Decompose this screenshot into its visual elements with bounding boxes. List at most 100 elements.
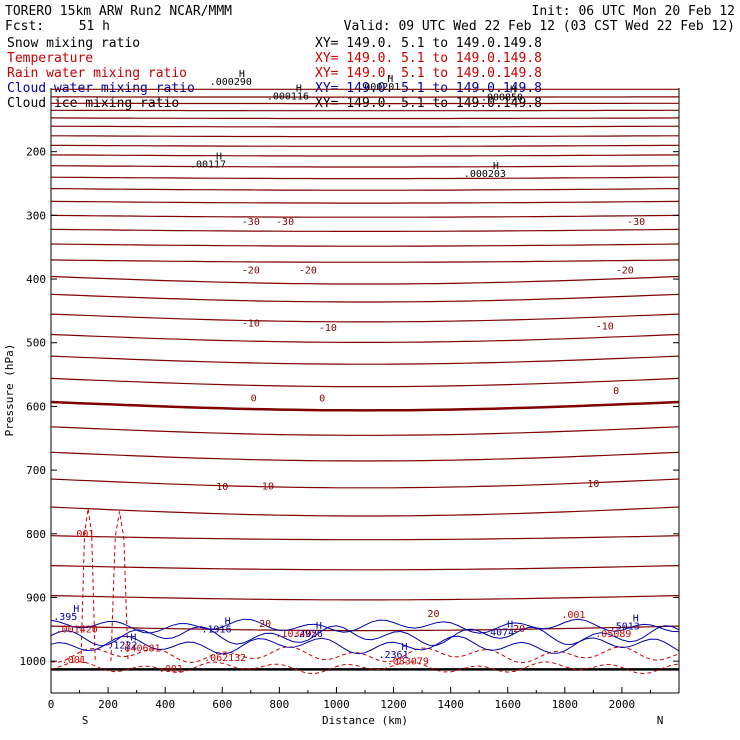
legend-field-name: Snow mixing ratio — [7, 36, 140, 51]
isotherm-label: 0 — [319, 394, 325, 405]
rain-water-label: .001 — [62, 655, 86, 666]
x-tick-label: 1000 — [323, 698, 350, 711]
max-marker: H — [296, 83, 302, 94]
isotherm-label: -30 — [276, 217, 294, 228]
isotherm-line — [50, 535, 680, 541]
isotherm-line — [50, 243, 680, 247]
isotherm-line — [50, 565, 680, 571]
y-tick-label: 200 — [26, 146, 46, 159]
cloud-water-contour — [50, 618, 680, 634]
x-tick-label: 1600 — [494, 698, 521, 711]
isotherm-label: 20 — [427, 609, 439, 620]
isotherm-line — [50, 355, 680, 365]
x-tick-label: 0 — [48, 698, 55, 711]
max-marker: H — [130, 632, 136, 643]
isotherm-label: 10 — [587, 479, 599, 490]
legend-field-xy: XY= 149.0. 5.1 to 149.0.149.8 — [315, 36, 542, 51]
isotherm-line — [51, 135, 679, 138]
max-marker: H — [510, 85, 516, 96]
y-tick-label: 300 — [26, 209, 46, 222]
cloud-water-max-label: .5013 — [610, 621, 640, 632]
run-title: TORERO 15km ARW Run2 NCAR/MMM — [5, 4, 232, 19]
cloud-water-max-label: .1222 — [107, 640, 137, 651]
rain-water-label: .062132 — [204, 653, 246, 664]
cloud-water-max-label: .395 — [53, 612, 77, 623]
x-tick-label: 200 — [98, 698, 118, 711]
legend-field-name: Cloud water mixing ratio — [7, 81, 195, 96]
rain-water-contour — [80, 508, 96, 662]
north-end-label: N — [657, 714, 664, 727]
isotherm-line — [50, 117, 680, 120]
isotherm-line — [50, 478, 680, 489]
cloud-ice-max-label: .000201 — [358, 82, 400, 93]
isotherm-line — [50, 377, 680, 388]
y-tick-label: 1000 — [20, 655, 47, 668]
isotherm-line — [50, 625, 680, 632]
x-tick-label: 400 — [155, 698, 175, 711]
isotherm-line — [50, 426, 680, 436]
isotherm-label: 20 — [513, 624, 525, 635]
rain-water-label: .05089 — [595, 629, 631, 640]
isotherm-line — [50, 506, 680, 517]
cloud-water-max-label: .1916 — [202, 625, 232, 636]
isotherm-line — [50, 154, 680, 157]
max-marker: H — [239, 69, 245, 80]
contour-lines — [50, 88, 680, 675]
x-axis-label: Distance (km) — [322, 714, 408, 727]
isotherm-line — [50, 313, 680, 323]
x-tick-label: 2000 — [609, 698, 636, 711]
isotherm-line — [50, 144, 680, 147]
isotherm-label: -30 — [627, 217, 645, 228]
rain-water-label: .001 — [561, 610, 585, 621]
rain-water-contour — [50, 646, 680, 664]
forecast-hour: 51 h — [79, 19, 110, 34]
isotherm-line — [50, 275, 680, 285]
cloud-water-contour — [50, 635, 680, 655]
isotherm-label: 20 — [259, 619, 271, 630]
y-tick-label: 600 — [26, 400, 46, 413]
rain-water-label: .001 — [70, 529, 94, 540]
legend-field-xy: XY= 149.0. 5.1 to 149.0.149.8 — [315, 81, 542, 96]
isotherm-line — [50, 228, 680, 232]
x-tick-label: 1200 — [380, 698, 407, 711]
isotherm-line — [50, 176, 680, 180]
legend-field-xy: XY= 149.0. 5.1 to 149.0.149.8 — [315, 66, 542, 81]
cloud-water-max-label: .2926 — [293, 629, 323, 640]
rain-water-label: .103405 — [275, 629, 317, 640]
legend-field-xy: XY= 149.0. 5.1 to 149.0.149.8 — [315, 51, 542, 66]
isotherm-label: 10 — [262, 481, 274, 492]
isotherm-label: -10 — [596, 322, 614, 333]
max-marker: H — [493, 161, 499, 172]
isotherm-line — [50, 214, 680, 218]
cloud-water-max-label: .2361 — [378, 650, 408, 661]
max-marker: H — [73, 604, 79, 615]
isotherm-line — [50, 200, 680, 204]
cloud-water-contour — [50, 625, 680, 647]
isotherm-label: 10 — [216, 482, 228, 493]
x-tick-label: 1800 — [552, 698, 579, 711]
max-marker: H — [225, 617, 231, 628]
cloud-ice-max-label: .000203 — [464, 169, 506, 180]
y-tick-label: 500 — [26, 337, 46, 350]
rain-water-contour — [110, 511, 129, 662]
x-tick-label: 1400 — [437, 698, 464, 711]
isotherm-label: 0 — [613, 386, 619, 397]
isotherm-line — [50, 333, 680, 343]
y-tick-label: 400 — [26, 273, 46, 286]
isotherm-label: -10 — [319, 323, 337, 334]
isotherm-label: -30 — [242, 217, 260, 228]
isotherm-label: -20 — [616, 266, 634, 277]
max-marker: H — [216, 152, 222, 163]
legend-field-name: Rain water mixing ratio — [7, 66, 187, 81]
isotherm-line — [50, 188, 680, 191]
y-axis-label: Pressure (hPa) — [3, 344, 16, 437]
axis-ticks: 0 200 400 600 800 1000 1200 1400 1600 1800 2000200… — [20, 146, 679, 711]
isotherm-line — [50, 259, 680, 263]
isotherm-label: 0 — [251, 394, 257, 405]
legend-field-name: Temperature — [7, 51, 93, 66]
y-tick-label: 800 — [26, 528, 46, 541]
cloud-ice-max-label: .00117 — [190, 160, 226, 171]
y-tick-label: 700 — [26, 464, 46, 477]
